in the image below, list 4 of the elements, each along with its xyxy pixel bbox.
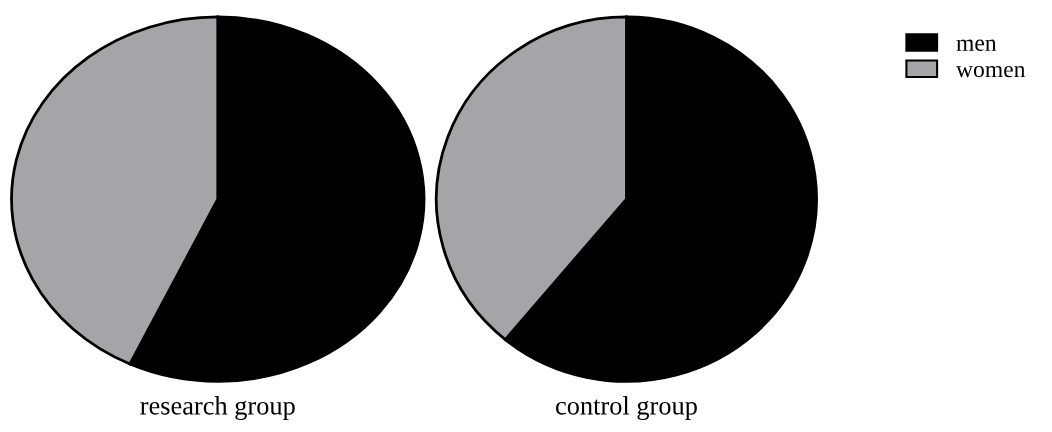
legend-label: men <box>956 39 997 51</box>
legend-label: women <box>956 65 1026 78</box>
text: control group <box>556 396 697 421</box>
text: research group <box>140 396 295 421</box>
